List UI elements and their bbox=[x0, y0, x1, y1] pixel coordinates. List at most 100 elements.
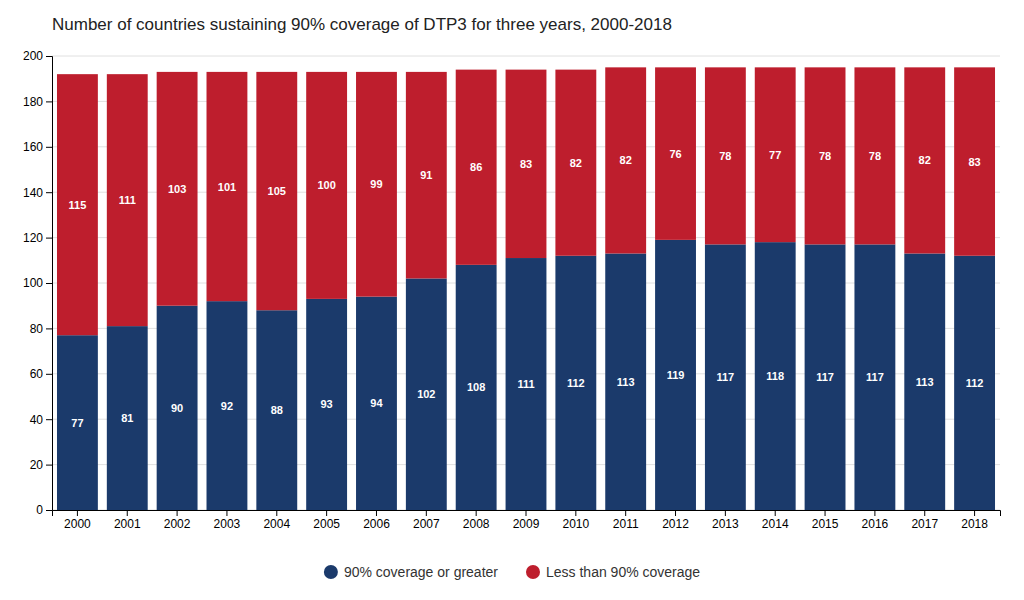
bar bbox=[506, 258, 547, 510]
bar bbox=[904, 253, 945, 510]
data-label: 92 bbox=[221, 400, 233, 412]
bar bbox=[705, 244, 746, 510]
y-tick-label: 200 bbox=[23, 49, 43, 63]
x-tick: 2003 bbox=[214, 510, 241, 531]
bar bbox=[854, 67, 895, 244]
y-tick-mark bbox=[46, 419, 52, 420]
y-tick: 120 bbox=[23, 231, 52, 245]
x-tick: 2005 bbox=[313, 510, 340, 531]
bar bbox=[306, 299, 347, 510]
x-tick-mark bbox=[376, 510, 377, 516]
chart-title: Number of countries sustaining 90% cover… bbox=[52, 15, 672, 34]
data-label: 88 bbox=[271, 404, 283, 416]
data-label: 117 bbox=[816, 371, 834, 383]
x-tick: 2011 bbox=[613, 510, 639, 531]
y-tick-mark bbox=[46, 283, 52, 284]
bar bbox=[57, 74, 98, 335]
bar bbox=[904, 67, 945, 253]
bar bbox=[406, 72, 447, 279]
x-tick: 2010 bbox=[562, 510, 589, 531]
y-tick-mark bbox=[46, 192, 52, 193]
chart-container: Number of countries sustaining 90% cover… bbox=[0, 0, 1024, 600]
bar bbox=[954, 67, 995, 255]
x-tick-label: 2017 bbox=[911, 517, 938, 531]
data-label: 83 bbox=[968, 156, 980, 168]
x-tick-label: 2015 bbox=[812, 517, 839, 531]
legend-item: 90% coverage or greater bbox=[324, 564, 498, 580]
x-tick-mark bbox=[575, 510, 576, 516]
bar bbox=[406, 278, 447, 510]
bar bbox=[356, 297, 397, 510]
x-tick-label: 2004 bbox=[263, 517, 290, 531]
data-label: 112 bbox=[966, 377, 984, 389]
x-tick-label: 2005 bbox=[313, 517, 340, 531]
x-tick-label: 2014 bbox=[762, 517, 789, 531]
x-tick: 2007 bbox=[413, 510, 440, 531]
bar bbox=[456, 70, 497, 265]
data-label: 94 bbox=[370, 397, 383, 409]
x-tick-label: 2006 bbox=[363, 517, 390, 531]
data-label: 77 bbox=[769, 149, 781, 161]
bar bbox=[456, 265, 497, 510]
bar bbox=[854, 244, 895, 510]
x-tick-label: 2007 bbox=[413, 517, 440, 531]
bar bbox=[356, 72, 397, 297]
y-axis: 020406080100120140160180200 bbox=[23, 49, 53, 517]
y-tick-mark bbox=[46, 510, 52, 511]
x-tick: 2000 bbox=[64, 510, 91, 531]
data-label: 83 bbox=[520, 158, 532, 170]
x-tick-mark bbox=[276, 510, 277, 516]
y-tick-mark bbox=[46, 374, 52, 375]
x-tick-mark bbox=[177, 510, 178, 516]
x-tick-mark bbox=[625, 510, 626, 516]
data-label: 93 bbox=[321, 398, 333, 410]
data-label: 78 bbox=[719, 150, 731, 162]
data-label: 100 bbox=[317, 179, 335, 191]
bar bbox=[306, 72, 347, 299]
x-tick-mark bbox=[526, 510, 527, 516]
data-label: 111 bbox=[517, 378, 534, 390]
bar bbox=[256, 310, 297, 510]
x-tick-label: 2016 bbox=[862, 517, 889, 531]
x-tick-label: 2008 bbox=[463, 517, 490, 531]
y-tick-label: 120 bbox=[23, 231, 43, 245]
x-axis: 2000200120022003200420052006200720082009… bbox=[53, 510, 1001, 531]
data-label: 111 bbox=[119, 194, 136, 206]
bar-series bbox=[57, 240, 995, 510]
y-tick: 20 bbox=[30, 458, 52, 472]
bar bbox=[954, 256, 995, 510]
data-label: 112 bbox=[567, 377, 585, 389]
data-label: 105 bbox=[268, 185, 286, 197]
y-tick: 200 bbox=[23, 49, 52, 63]
y-tick: 0 bbox=[36, 503, 52, 517]
x-tick-label: 2003 bbox=[214, 517, 241, 531]
data-label: 115 bbox=[69, 199, 87, 211]
bar bbox=[107, 74, 148, 326]
y-tick-mark bbox=[46, 328, 52, 329]
x-tick-mark bbox=[924, 510, 925, 516]
bar bbox=[655, 67, 696, 240]
data-label: 103 bbox=[168, 183, 186, 195]
x-tick-mark bbox=[476, 510, 477, 516]
x-tick: 2001 bbox=[114, 510, 141, 531]
x-tick: 2017 bbox=[911, 510, 938, 531]
y-tick-label: 100 bbox=[23, 276, 43, 290]
bar bbox=[506, 70, 547, 258]
data-label: 86 bbox=[470, 161, 482, 173]
bar bbox=[805, 67, 846, 244]
x-tick-mark bbox=[874, 510, 875, 516]
data-label: 99 bbox=[370, 178, 382, 190]
x-tick-mark bbox=[725, 510, 726, 516]
y-tick: 180 bbox=[23, 95, 52, 109]
data-label: 118 bbox=[766, 370, 784, 382]
x-tick: 2008 bbox=[463, 510, 490, 531]
x-tick: 2006 bbox=[363, 510, 390, 531]
legend-swatch bbox=[526, 565, 540, 579]
bar bbox=[207, 301, 248, 510]
data-label: 90 bbox=[171, 402, 183, 414]
x-tick: 2009 bbox=[513, 510, 540, 531]
bar bbox=[705, 67, 746, 244]
y-tick-mark bbox=[46, 147, 52, 148]
bar bbox=[655, 240, 696, 510]
data-label: 91 bbox=[420, 169, 432, 181]
